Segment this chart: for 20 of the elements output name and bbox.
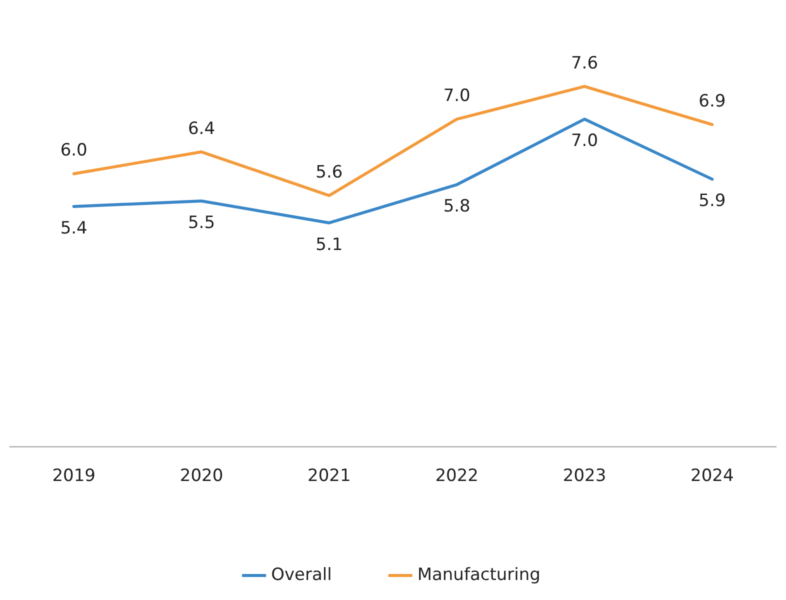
- x-tick-label: 2019: [52, 466, 96, 486]
- data-label: 5.4: [60, 218, 88, 238]
- data-label: 5.5: [188, 212, 216, 233]
- x-tick-label: 2022: [435, 466, 478, 486]
- data-label: 7.6: [570, 53, 598, 74]
- data-label: 5.9: [698, 191, 726, 212]
- data-label: 5.1: [316, 234, 343, 255]
- x-tick-label: 2020: [180, 466, 224, 486]
- data-label: 5.8: [443, 196, 470, 217]
- data-label: 6.0: [60, 140, 88, 161]
- data-label: 7.0: [443, 86, 470, 106]
- x-tick-label: 2021: [308, 466, 351, 486]
- legend-label: Overall: [271, 564, 332, 585]
- data-label: 6.9: [698, 92, 726, 112]
- data-label: 6.4: [188, 118, 216, 139]
- data-label: 7.0: [570, 131, 598, 152]
- data-label: 5.6: [316, 162, 343, 182]
- legend-label: Manufacturing: [417, 564, 540, 585]
- x-tick-label: 2024: [690, 466, 734, 486]
- x-tick-label: 2023: [562, 466, 606, 486]
